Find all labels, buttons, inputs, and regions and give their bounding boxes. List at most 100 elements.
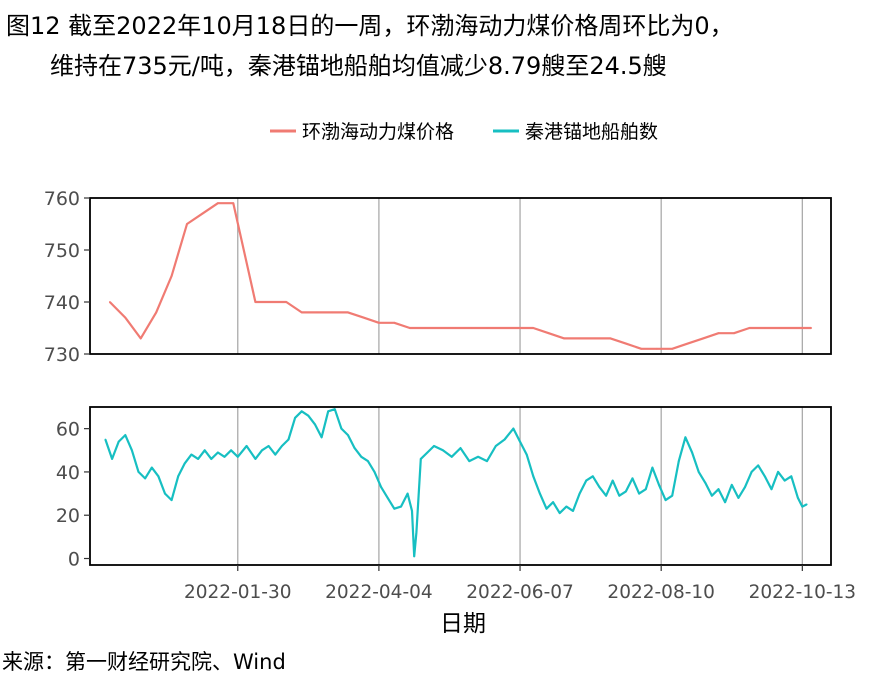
ships-point-37 [353,447,356,449]
price-point-0 [108,301,111,303]
ships-point-76 [618,494,621,497]
ships-point-32 [320,436,323,439]
price-series-line [109,202,812,350]
ships-point-39 [367,460,369,462]
ships-point-61 [519,440,521,443]
price-point-20 [424,327,427,329]
ships-point-102 [790,475,793,478]
ships-point-64 [539,492,541,495]
price-point-29 [563,337,566,340]
ships-point-59 [503,438,506,441]
price-point-24 [486,327,488,329]
x-tick-label-3: 2022-08-10 [607,582,715,603]
price-point-40 [733,332,735,335]
ships-point-30 [307,414,310,417]
ships-point-50 [426,451,429,454]
ships-point-84 [671,494,674,497]
ships-point-33 [327,410,330,413]
ships-point-96 [750,471,753,473]
ships-y-tick-label-60: 60 [56,419,80,441]
ships-point-28 [294,416,296,419]
ships-y-tick-label-40: 40 [56,462,80,484]
ships-point-12 [183,462,186,465]
ships-point-93 [730,484,733,486]
ships-point-72 [591,475,594,478]
price-point-18 [393,321,396,324]
ships-point-36 [347,434,349,436]
ships-point-0 [104,438,107,441]
price-point-45 [810,327,813,329]
price-point-26 [516,327,519,329]
ships-point-13 [190,453,193,456]
ships-point-58 [494,445,497,447]
ships-point-18 [223,455,226,458]
ships-point-21 [245,445,248,447]
price-point-13 [316,311,319,314]
price-point-28 [547,332,550,335]
ships-point-73 [598,486,601,488]
x-tick-label-4: 2022-10-13 [749,582,857,603]
price-point-14 [331,311,334,314]
price-point-16 [362,316,365,319]
ships-y-tick-label-0: 0 [68,549,80,571]
ships-point-67 [558,512,561,514]
ships-y-tick-label-20: 20 [56,505,80,527]
legend-label-price: 环渤海动力煤价格 [302,121,454,143]
price-panel: 730 740 750 760 [44,188,832,366]
price-y-tick-label-730: 730 [44,344,80,366]
ships-point-78 [631,477,634,480]
ships-point-10 [170,499,173,501]
ships-point-91 [717,488,720,491]
ships-point-6 [144,477,147,480]
price-point-30 [578,337,581,340]
price-point-9 [254,301,257,303]
ships-point-1 [111,458,113,460]
ships-point-79 [638,492,640,495]
ships-point-15 [203,449,206,452]
ships-point-70 [578,492,581,495]
ships-point-31 [314,423,316,426]
ships-point-56 [477,455,479,458]
ships-point-5 [137,471,140,473]
ships-point-44 [400,505,402,508]
ships-point-23 [261,449,263,452]
ships-point-47 [413,555,416,558]
price-point-15 [347,311,349,314]
price-point-33 [625,342,627,345]
ships-panel: 0 20 40 60 [56,406,832,571]
ships-point-83 [664,499,667,501]
ships-point-82 [658,484,660,486]
price-point-19 [408,327,411,329]
ships-point-25 [274,453,277,456]
price-point-42 [763,327,766,329]
price-point-27 [532,327,535,329]
price-point-7 [217,202,219,205]
ships-point-55 [468,460,471,462]
ships-point-2 [117,440,120,443]
ships-point-85 [677,460,680,462]
ships-point-60 [512,427,515,430]
ships-point-20 [236,455,239,458]
price-point-6 [201,212,204,215]
ships-point-94 [737,497,740,499]
ships-point-57 [486,460,488,462]
price-point-36 [671,347,674,350]
ships-point-22 [254,458,257,460]
ships-point-68 [565,505,568,508]
ships-point-63 [532,475,535,478]
ships-point-75 [611,479,614,482]
price-point-32 [609,337,612,340]
ships-point-43 [393,507,396,510]
ships-point-65 [545,507,548,510]
price-point-43 [779,327,782,329]
ships-point-29 [300,410,303,413]
ships-point-88 [697,471,700,473]
price-y-tick-label-760: 760 [44,188,80,210]
figure-title-line-1: 图12 截至2022年10月18日的一周，环渤海动力煤价格周环比为0， [6,12,734,40]
price-point-12 [300,311,303,314]
price-point-22 [455,327,457,329]
price-point-8 [232,202,235,205]
ships-panel-frame [89,406,832,566]
ships-point-49 [419,458,422,460]
